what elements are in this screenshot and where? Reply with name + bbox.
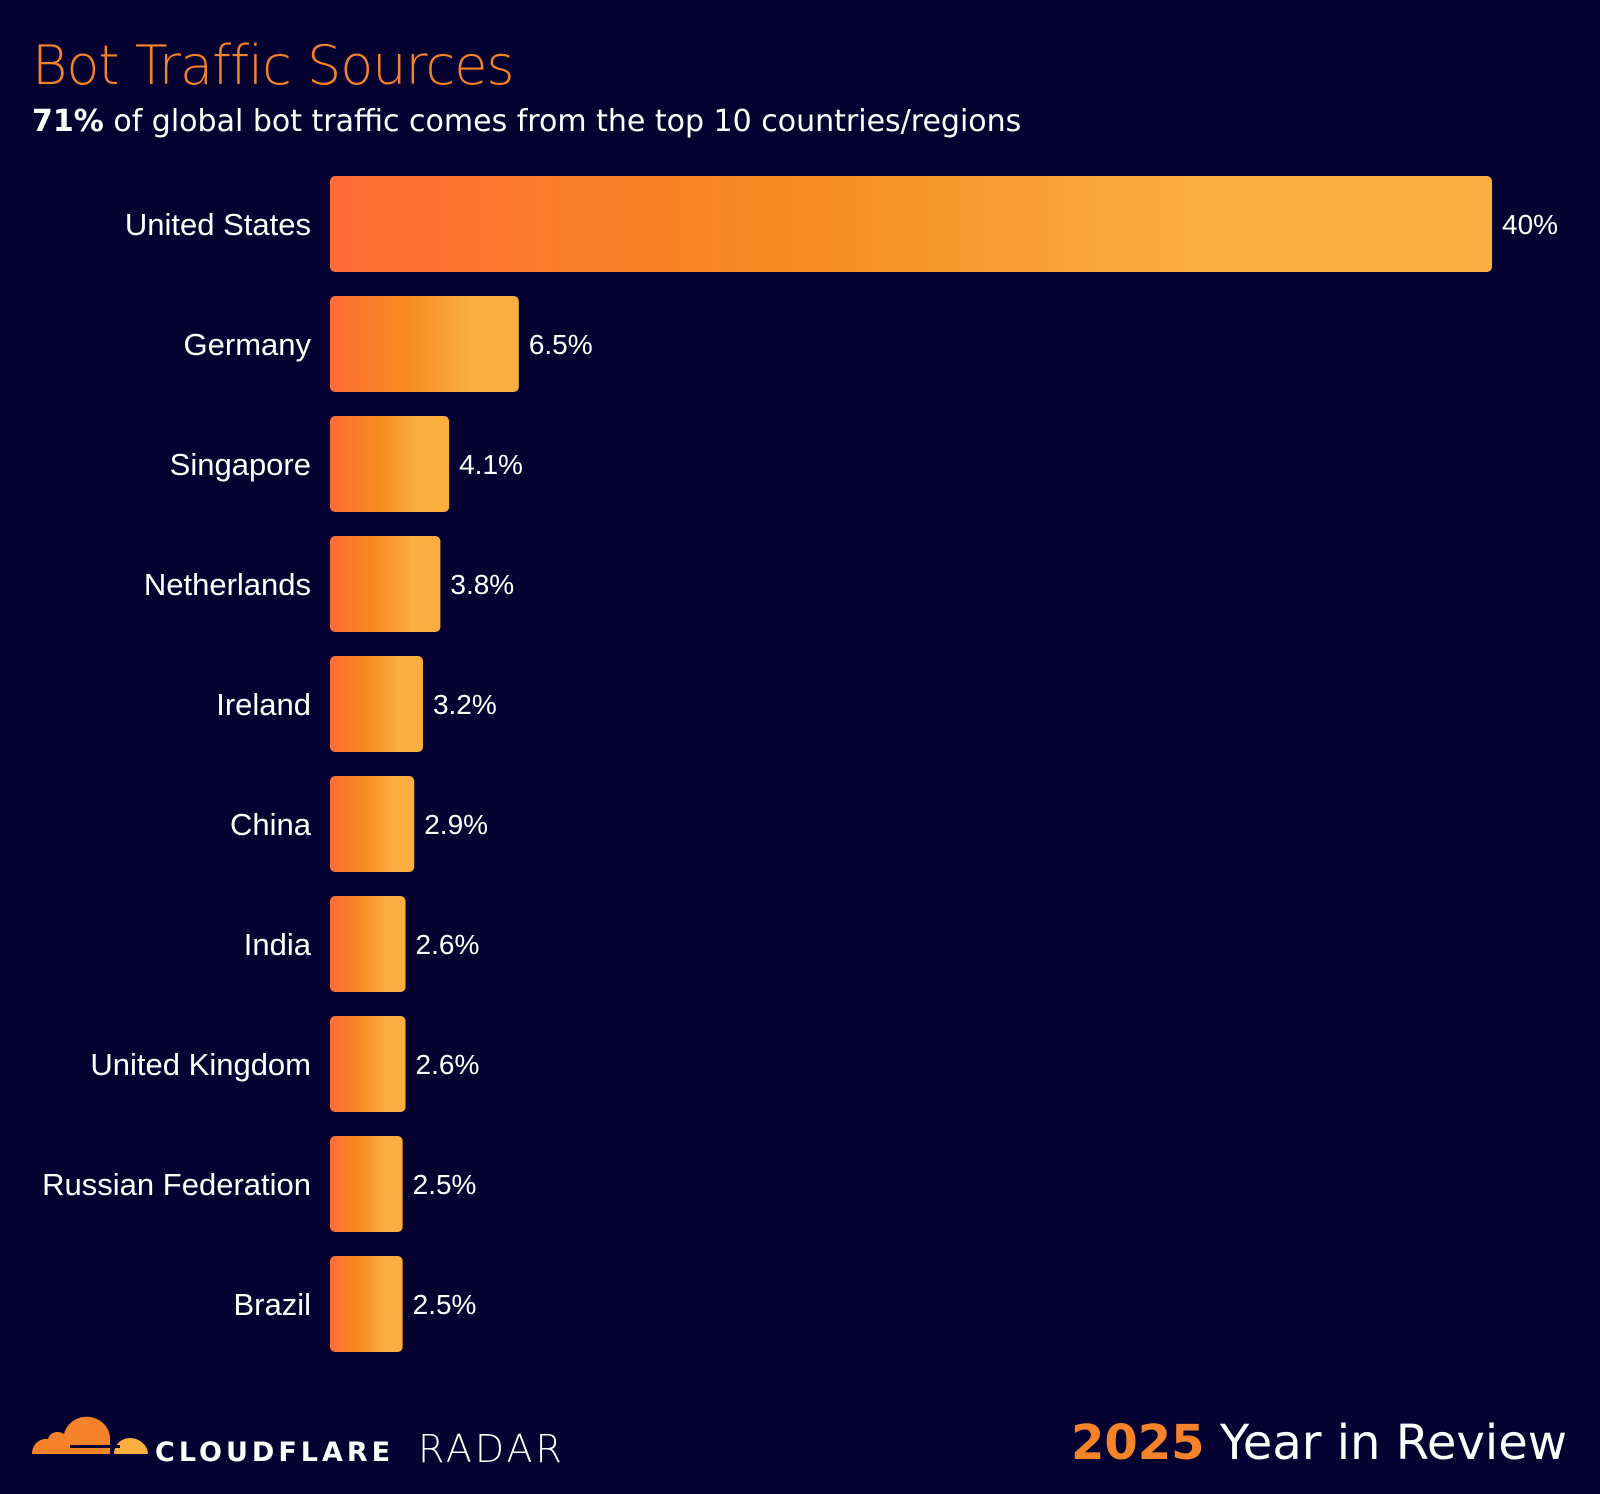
category-label: Singapore <box>170 447 311 482</box>
bar <box>330 1256 403 1352</box>
bar <box>330 1136 403 1232</box>
value-label: 2.6% <box>416 1049 480 1080</box>
category-label: Ireland <box>216 687 311 722</box>
value-label: 4.1% <box>459 449 523 480</box>
value-label: 2.5% <box>413 1289 477 1320</box>
value-label: 2.6% <box>416 929 480 960</box>
year-in-review: 2025 Year in Review <box>1071 1415 1567 1471</box>
value-label: 2.5% <box>413 1169 477 1200</box>
cloudflare-cloud-icon <box>32 1416 148 1454</box>
subtitle-text: of global bot traffic comes from the top… <box>103 104 1022 139</box>
chart-title: Bot Traffic Sources <box>32 34 515 97</box>
bar <box>330 1016 406 1112</box>
value-label: 40% <box>1502 209 1558 240</box>
brand-name: CLOUDFLARE <box>155 1437 395 1468</box>
bar <box>330 416 450 512</box>
value-label: 3.2% <box>433 689 497 720</box>
value-label: 6.5% <box>529 329 593 360</box>
product-name: RADAR <box>418 1427 565 1471</box>
value-label: 3.8% <box>450 569 514 600</box>
review-text: Year in Review <box>1204 1415 1567 1471</box>
category-label: United Kingdom <box>90 1047 311 1082</box>
bar-chart: United States 40% Germany 6.5% Singapore 4.1%… <box>42 176 1558 1352</box>
bar <box>330 176 1492 272</box>
category-label: India <box>244 927 312 962</box>
bar <box>330 296 519 392</box>
bar <box>330 536 441 632</box>
value-label: 2.9% <box>424 809 488 840</box>
category-label: Germany <box>184 327 312 362</box>
category-label: Brazil <box>233 1287 311 1322</box>
chart-subtitle: 71% of global bot traffic comes from the… <box>32 104 1021 139</box>
category-label: Russian Federation <box>42 1167 311 1202</box>
bar <box>330 896 406 992</box>
bar <box>330 656 423 752</box>
bar <box>330 776 415 872</box>
category-label: China <box>230 807 312 842</box>
year: 2025 <box>1070 1415 1205 1471</box>
subtitle-highlight: 71% <box>32 104 104 139</box>
category-label: United States <box>125 207 311 242</box>
category-label: Netherlands <box>144 567 311 602</box>
